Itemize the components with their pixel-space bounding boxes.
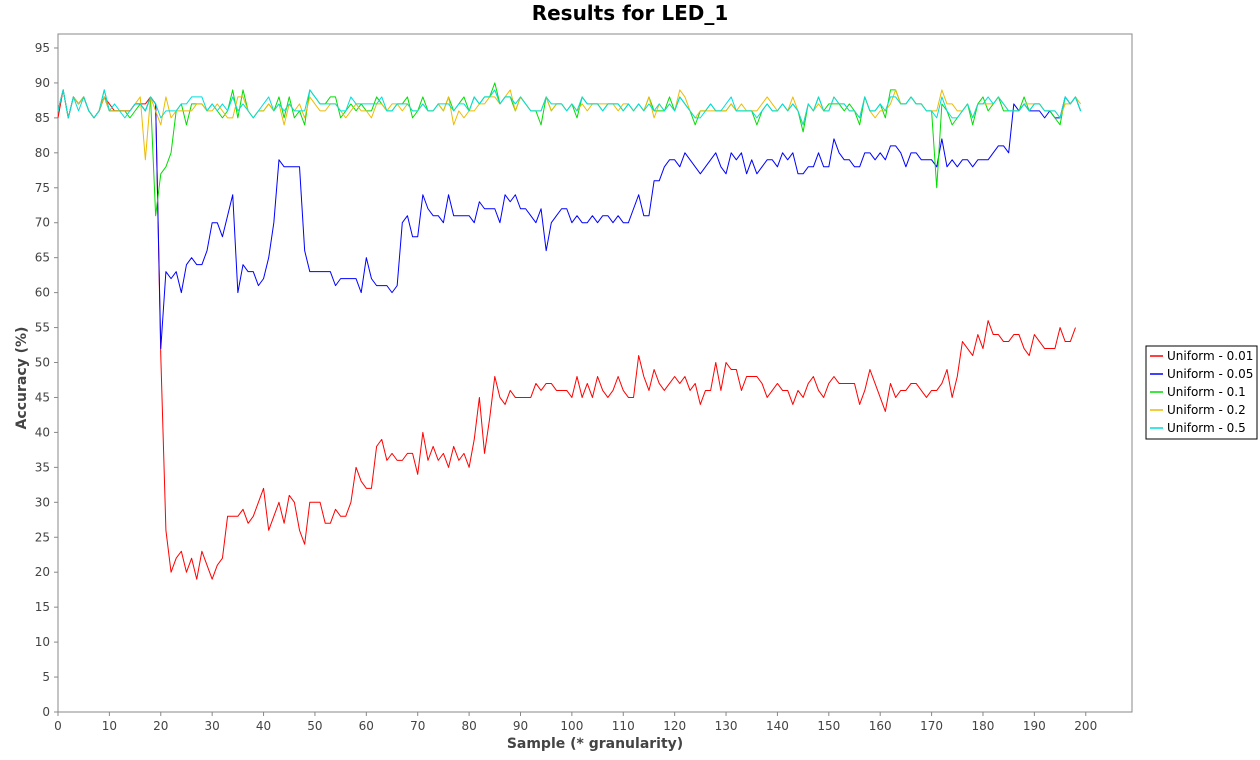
y-tick-label: 30 bbox=[35, 495, 50, 509]
x-tick-label: 110 bbox=[612, 719, 635, 733]
x-tick-label: 30 bbox=[205, 719, 220, 733]
x-tick-label: 40 bbox=[256, 719, 271, 733]
y-tick-label: 90 bbox=[35, 76, 50, 90]
x-tick-label: 60 bbox=[359, 719, 374, 733]
y-tick-label: 80 bbox=[35, 146, 50, 160]
y-tick-label: 40 bbox=[35, 425, 50, 439]
y-axis-title: Accuracy (%) bbox=[14, 327, 30, 430]
x-tick-label: 180 bbox=[972, 719, 995, 733]
x-tick-label: 80 bbox=[461, 719, 476, 733]
legend-box bbox=[1145, 345, 1258, 440]
y-tick-label: 25 bbox=[35, 530, 50, 544]
x-tick-label: 50 bbox=[307, 719, 322, 733]
series-line-uniform-0-5 bbox=[57, 89, 1082, 126]
y-tick-label: 70 bbox=[35, 216, 50, 230]
y-axis: 0 5 10 15 20 25 30 35 40 45 50 55 60 65 70 75 80 85 90 95 bbox=[35, 41, 58, 719]
x-tick-label: 190 bbox=[1023, 719, 1046, 733]
x-tick-label: 100 bbox=[560, 719, 583, 733]
x-tick-label: 170 bbox=[920, 719, 943, 733]
series-lines bbox=[57, 82, 1082, 580]
plot-area bbox=[57, 33, 1133, 713]
y-tick-label: 10 bbox=[35, 635, 50, 649]
y-tick-label: 35 bbox=[35, 460, 50, 474]
y-tick-label: 65 bbox=[35, 251, 50, 265]
legend-label: Uniform - 0.5 bbox=[1167, 421, 1246, 435]
y-tick-label: 45 bbox=[35, 390, 50, 404]
x-tick-label: 150 bbox=[817, 719, 840, 733]
legend: Uniform - 0.01 Uniform - 0.05 Uniform - 0.… bbox=[1145, 345, 1258, 440]
x-tick-label: 0 bbox=[54, 719, 62, 733]
y-tick-label: 5 bbox=[42, 670, 50, 684]
series-line-uniform-0-05 bbox=[57, 89, 1082, 350]
x-tick-label: 10 bbox=[102, 719, 117, 733]
y-tick-label: 55 bbox=[35, 321, 50, 335]
x-tick-label: 140 bbox=[766, 719, 789, 733]
y-tick-label: 60 bbox=[35, 286, 50, 300]
x-axis-title: Sample (* granularity) bbox=[507, 736, 683, 752]
chart-title: Results for LED_1 bbox=[532, 1, 729, 25]
y-tick-label: 85 bbox=[35, 111, 50, 125]
y-tick-label: 20 bbox=[35, 565, 50, 579]
legend-label: Uniform - 0.01 bbox=[1167, 349, 1253, 363]
x-tick-label: 160 bbox=[869, 719, 892, 733]
y-tick-label: 95 bbox=[35, 41, 50, 55]
y-tick-label: 50 bbox=[35, 356, 50, 370]
x-axis: 0 10 20 30 40 50 60 70 80 90 100 110 120 130 140 150 160… bbox=[54, 712, 1097, 733]
x-tick-label: 200 bbox=[1074, 719, 1097, 733]
y-tick-label: 75 bbox=[35, 181, 50, 195]
x-tick-label: 70 bbox=[410, 719, 425, 733]
legend-label: Uniform - 0.2 bbox=[1167, 403, 1246, 417]
x-tick-label: 130 bbox=[715, 719, 738, 733]
legend-label: Uniform - 0.1 bbox=[1167, 385, 1246, 399]
legend-label: Uniform - 0.05 bbox=[1167, 367, 1253, 381]
x-tick-label: 90 bbox=[513, 719, 528, 733]
y-tick-label: 15 bbox=[35, 600, 50, 614]
y-tick-label: 0 bbox=[42, 705, 50, 719]
series-line-uniform-0-01 bbox=[57, 89, 1076, 580]
x-tick-label: 120 bbox=[663, 719, 686, 733]
x-tick-label: 20 bbox=[153, 719, 168, 733]
